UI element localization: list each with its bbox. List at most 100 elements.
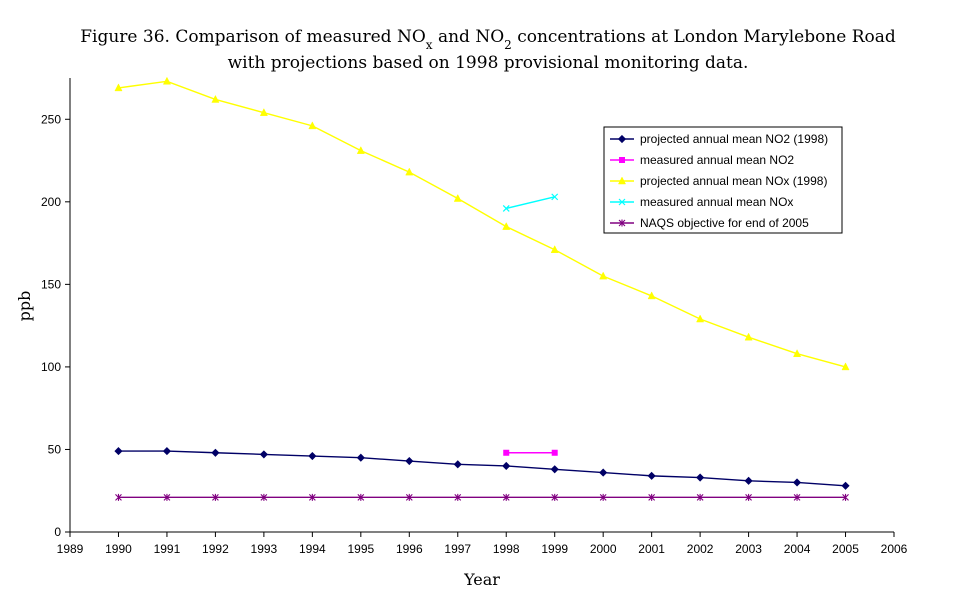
- y-tick-label: 100: [41, 360, 61, 374]
- chart-title: Figure 36. Comparison of measured NOx an…: [80, 27, 896, 52]
- data-point: [502, 204, 510, 212]
- data-point: [260, 493, 268, 501]
- y-tick-label: 250: [41, 112, 61, 126]
- data-point: [308, 451, 317, 461]
- x-tick-label: 1989: [57, 542, 84, 556]
- x-tick-label: 1993: [251, 542, 278, 556]
- data-point: [356, 146, 365, 154]
- legend: projected annual mean NO2 (1998) measured…: [603, 126, 843, 234]
- data-point: [211, 448, 220, 457]
- data-point: [357, 493, 365, 501]
- data-point: [454, 493, 462, 501]
- data-point: [115, 493, 122, 501]
- data-point: [550, 465, 559, 474]
- data-point: [617, 134, 627, 144]
- series-2: [503, 449, 558, 456]
- legend-item: projected annual mean NOx (1998): [610, 174, 827, 188]
- data-point: [619, 157, 625, 163]
- data-point: [647, 291, 656, 300]
- x-tick-label: 1994: [299, 542, 326, 556]
- data-point: [211, 94, 220, 103]
- chart-title-part: concentrations at London Marylebone Road: [512, 27, 896, 47]
- data-point: [259, 108, 268, 116]
- data-point: [502, 461, 511, 471]
- chart-title-part: 2: [504, 38, 512, 52]
- data-point: [405, 493, 413, 501]
- x-tick-label: 2003: [735, 542, 762, 556]
- x-tick-label: 2006: [881, 542, 908, 556]
- plot-area: 0 50 100 150 200 250 1989 1990 1991 1992 1993 1994 1…: [41, 76, 908, 556]
- series-5: [115, 493, 849, 501]
- x-tick-label: 1992: [202, 542, 229, 556]
- data-point: [502, 493, 510, 501]
- data-point: [696, 473, 705, 482]
- data-point: [551, 493, 559, 501]
- x-tick-label: 2001: [638, 542, 665, 556]
- x-tick-label: 2000: [590, 542, 617, 556]
- chart-title-part: Figure 36. Comparison of measured NO: [80, 27, 426, 47]
- x-tick-label: 1998: [493, 542, 520, 556]
- legend-label: measured annual mean NO2: [640, 153, 794, 167]
- data-point: [308, 121, 317, 130]
- data-point: [503, 449, 510, 456]
- data-point: [114, 83, 123, 92]
- y-axis-title: ppb: [15, 291, 34, 322]
- data-point: [599, 468, 608, 477]
- chart-subtitle: with projections based on 1998 provision…: [228, 53, 749, 73]
- data-point: [618, 219, 626, 227]
- data-point: [599, 271, 608, 280]
- legend-box: [603, 126, 843, 234]
- data-point: [744, 476, 753, 485]
- data-point: [617, 176, 627, 185]
- data-point: [647, 471, 656, 480]
- series-line: [506, 196, 555, 210]
- series-4: [502, 193, 559, 212]
- data-point: [841, 362, 850, 371]
- data-point: [618, 198, 626, 206]
- data-point: [163, 493, 171, 501]
- data-point: [842, 493, 849, 501]
- x-tick-label: 1999: [541, 542, 568, 556]
- legend-label: projected annual mean NO2 (1998): [640, 132, 828, 146]
- x-axis-title: Year: [463, 570, 500, 589]
- x-tick-label: 1996: [396, 542, 423, 556]
- data-point: [453, 460, 462, 469]
- data-point: [405, 167, 414, 176]
- chart-title-part: x: [426, 38, 433, 52]
- legend-label: measured annual mean NOx: [640, 195, 793, 209]
- data-point: [599, 493, 607, 501]
- x-tick-label: 1997: [444, 542, 471, 556]
- data-point: [696, 493, 704, 501]
- y-tick-label: 200: [41, 195, 61, 209]
- x-tick-label: 1991: [154, 542, 181, 556]
- data-point: [114, 447, 123, 456]
- data-point: [356, 453, 365, 462]
- data-point: [793, 349, 802, 357]
- x-tick-label: 1990: [105, 542, 132, 556]
- data-point: [308, 493, 316, 501]
- data-point: [744, 332, 753, 341]
- data-point: [551, 193, 559, 201]
- data-point: [696, 314, 705, 323]
- legend-label: NAQS objective for end of 2005: [640, 216, 809, 230]
- data-point: [405, 456, 414, 466]
- data-point: [792, 478, 802, 487]
- legend-label: projected annual mean NOx (1998): [640, 174, 827, 188]
- y-tick-label: 0: [54, 525, 61, 539]
- data-point: [793, 493, 801, 501]
- x-tick-label: 2005: [832, 542, 859, 556]
- data-point: [212, 493, 219, 501]
- data-point: [551, 449, 558, 456]
- y-tick-label: 150: [41, 277, 61, 291]
- legend-item: measured annual mean NO2: [610, 153, 794, 167]
- legend-item: NAQS objective for end of 2005: [610, 216, 809, 230]
- series-line: [118, 80, 846, 368]
- data-point: [259, 450, 268, 459]
- legend-item: projected annual mean NO2 (1998): [610, 132, 828, 146]
- y-tick-label: 50: [48, 442, 62, 456]
- series-line: [118, 450, 846, 487]
- legend-item: measured annual mean NOx: [610, 195, 793, 209]
- data-point: [745, 493, 752, 501]
